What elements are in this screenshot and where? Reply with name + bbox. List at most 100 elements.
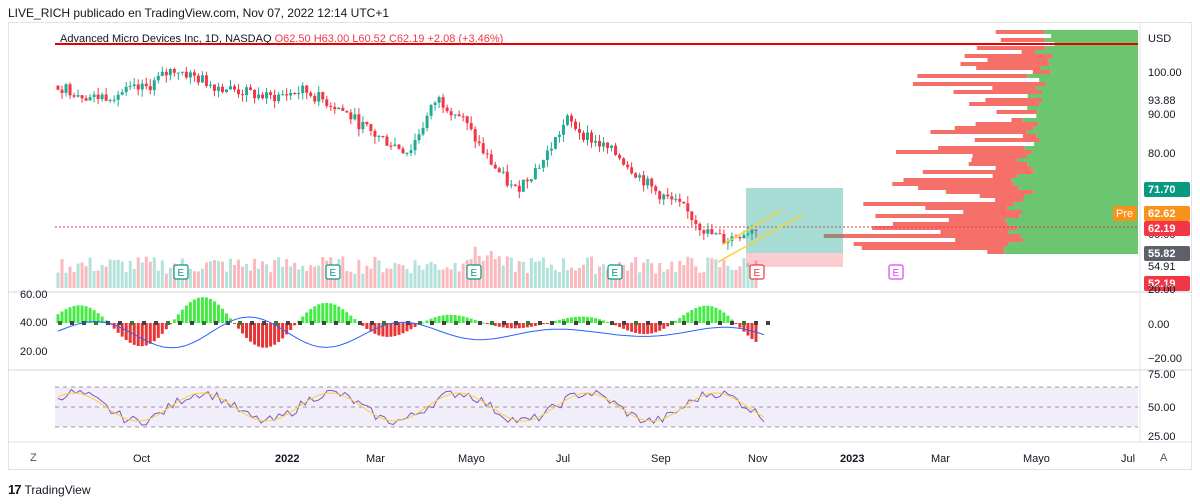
candle-body (449, 111, 453, 116)
oscillator-bar (409, 323, 413, 330)
candle-body (345, 110, 349, 113)
zero-dot (166, 321, 170, 325)
candle-body (429, 104, 433, 116)
volume-bar (750, 271, 754, 288)
oscillator-bar (180, 309, 184, 323)
volume-bar (361, 273, 365, 288)
volume-bar (481, 260, 485, 288)
candle-body (64, 84, 68, 93)
oscillator-bar (88, 307, 92, 323)
volume-bar (273, 259, 277, 288)
candle-body (746, 233, 750, 235)
candle-body (228, 86, 232, 90)
vp-bar-up (1038, 122, 1138, 126)
volume-bar (88, 257, 92, 288)
volume-bar (309, 265, 313, 288)
volume-bar (265, 264, 269, 288)
volume-bar (405, 268, 409, 288)
oscillator-bar (569, 317, 573, 323)
volume-bar (505, 256, 509, 288)
volume-bar (245, 263, 249, 288)
oscillator-bar (192, 299, 196, 323)
volume-bar (533, 261, 537, 288)
oscillator-bar (373, 323, 377, 334)
oscillator-signal-line (57, 316, 765, 349)
auto-scale-button[interactable]: A (1160, 452, 1168, 464)
vp-bar-up (1050, 70, 1138, 74)
candle-body (160, 71, 164, 76)
vp-bar-up (1027, 154, 1138, 158)
vp-bar-up (1019, 214, 1138, 218)
volume-bar (297, 269, 301, 288)
earnings-marker: E (173, 264, 189, 280)
volume-bar (429, 261, 433, 288)
candle-body (405, 152, 409, 154)
candle-body (172, 69, 176, 73)
volume-bar (281, 266, 285, 288)
oscillator-bar (473, 319, 477, 323)
candle-body (385, 136, 389, 146)
position-stop-zone (746, 253, 843, 267)
oscillator-bar (253, 323, 257, 345)
oscillator-bar (60, 311, 64, 323)
vp-bar-up (1022, 238, 1138, 242)
vp-bar-down (953, 90, 1042, 94)
vp-bar-down (964, 54, 1053, 58)
oscillator-bar (237, 323, 241, 329)
volume-bar (377, 260, 381, 288)
oscillator-bar (56, 314, 60, 323)
oscillator-bar (742, 323, 746, 332)
oscillator-bar (521, 323, 525, 328)
oscillator-bar (285, 323, 289, 335)
time-tick-label: Mayo (458, 453, 485, 465)
candles (56, 66, 758, 250)
volume-bar (84, 266, 88, 288)
candle-body (581, 132, 585, 140)
oscillator-bar (602, 320, 606, 323)
earnings-marker-label: E (754, 268, 761, 279)
candle-body (237, 89, 241, 95)
volume-bar (441, 269, 445, 288)
vp-bar-down (995, 166, 1032, 170)
earnings-marker-label: E (471, 268, 478, 279)
candle-body (654, 186, 658, 192)
zero-dot (310, 321, 314, 325)
vp-bar-down (912, 82, 1046, 86)
vp-bar-up (1004, 250, 1138, 254)
zero-dot (94, 321, 98, 325)
candle-body (489, 154, 493, 165)
volume-bar (108, 259, 112, 288)
price-label-bg (1144, 276, 1190, 291)
oscillator-bar (241, 323, 245, 334)
oscillator-bar (505, 323, 509, 328)
vp-bar-up (1036, 134, 1138, 138)
pre-market-badge (1113, 206, 1137, 221)
vp-bar-up (1007, 222, 1138, 226)
oscillator-bar (313, 306, 317, 323)
candle-body (76, 95, 80, 97)
oscillator-bar (453, 315, 457, 323)
candle-body (100, 94, 104, 99)
rsi-ma-line (57, 392, 765, 422)
time-tick-label: Jul (556, 453, 570, 465)
oscillator-bar (212, 301, 216, 323)
candle-body (245, 87, 249, 96)
oscillator-bar (654, 323, 658, 333)
oscillator-bar (124, 323, 128, 341)
oscillator-bar (718, 309, 722, 323)
oscillator-bar (377, 323, 381, 336)
candle-body (666, 194, 670, 197)
vp-bar-up (1045, 46, 1138, 50)
volume-bar (738, 266, 742, 288)
zoom-button[interactable]: Z (30, 452, 37, 464)
volume-bar (116, 259, 120, 288)
vp-bar-up (1052, 54, 1138, 58)
candle-body (417, 134, 421, 141)
vp-bar-down (863, 202, 1014, 206)
zero-dot (214, 321, 218, 325)
candle-body (682, 201, 686, 204)
oscillator-bar (634, 323, 638, 333)
volume-bar (678, 260, 682, 288)
candle-body (297, 93, 301, 95)
